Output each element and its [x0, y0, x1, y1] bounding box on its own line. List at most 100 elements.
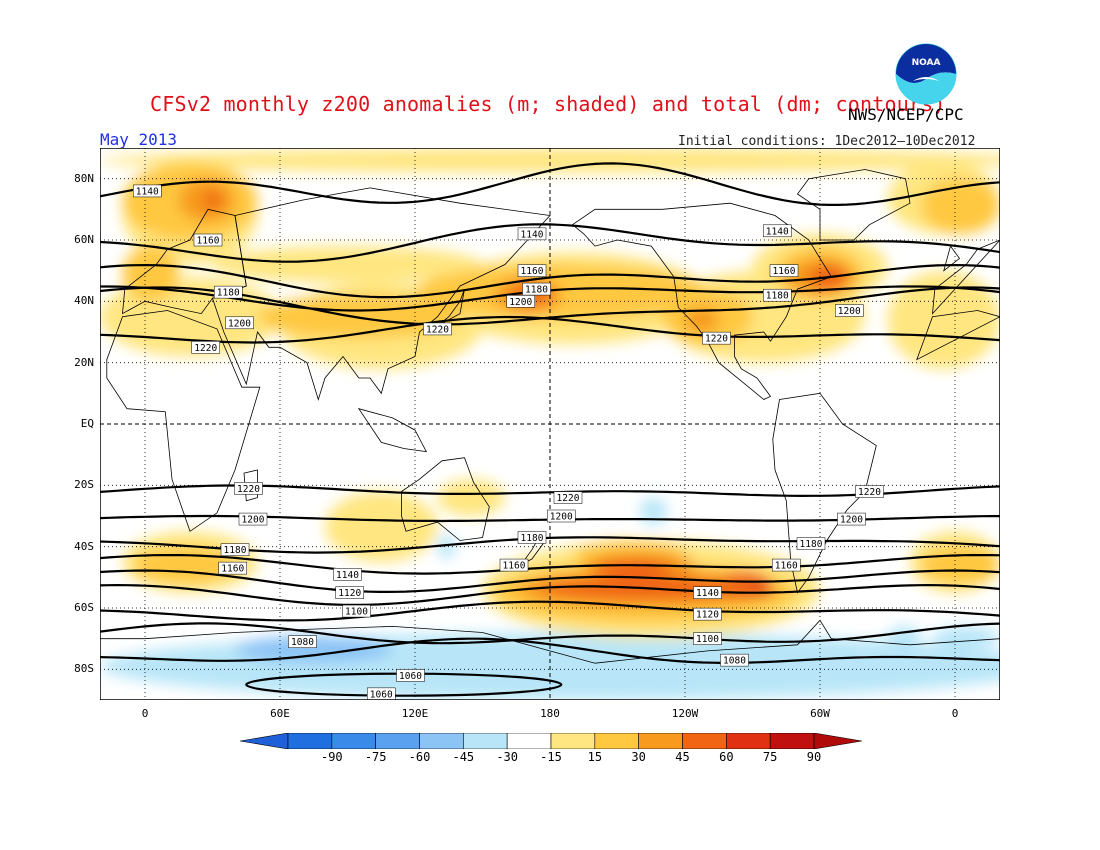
colorbar-level-label: 90: [806, 750, 822, 764]
contour-label: 1180: [796, 537, 826, 550]
contour-label: 1180: [517, 531, 547, 544]
colorbar-box: [638, 733, 683, 749]
contour-label: 1200: [547, 509, 576, 523]
contour-label-box: [693, 586, 722, 599]
contour-label-box: [517, 227, 547, 241]
coastline-africa: [106, 310, 261, 532]
anomaly-region: [595, 558, 674, 578]
contour-label-box: [220, 543, 250, 556]
contour-label-text: 1100: [696, 634, 719, 645]
contour-label-box: [225, 316, 254, 330]
contour-label-box: [396, 669, 425, 682]
contour-label: 1140: [133, 184, 162, 198]
coastline-africa-right: [916, 310, 1000, 361]
colorbar-box: [331, 733, 376, 749]
noaa-logo: NOAA: [895, 43, 957, 105]
contour-label-text: 1220: [237, 484, 260, 495]
contour-label-box: [517, 264, 547, 277]
contour-label-text: 1160: [503, 561, 526, 572]
contour-label: 1120: [693, 607, 722, 621]
height-contour: [100, 263, 1000, 299]
anomaly-region: [235, 635, 393, 664]
contour-label: 1180: [763, 288, 792, 302]
colorbar-low-end: [240, 733, 289, 749]
height-contour: [100, 536, 1000, 554]
latitude-label: 60S: [74, 601, 94, 614]
anomaly-region: [921, 546, 1000, 584]
contour-label: 1180: [522, 282, 551, 296]
latitude-label: 60N: [74, 233, 94, 246]
month-label: May 2013: [100, 130, 178, 149]
contour-label-text: 1180: [521, 533, 544, 544]
contour-label: 1140: [517, 227, 547, 241]
contour-label: 1220: [234, 482, 263, 495]
contour-label: 1140: [333, 568, 362, 581]
contour-label-box: [214, 285, 243, 299]
coastline-australia: [401, 457, 490, 541]
contour-label: 1180: [220, 543, 250, 556]
contour-label-box: [288, 635, 317, 648]
contour-label: 1100: [693, 632, 722, 645]
contour-label-text: 1200: [509, 297, 532, 308]
height-contour: [100, 622, 1000, 645]
colorbar: [240, 733, 862, 749]
contour-label-box: [218, 561, 247, 575]
contour-label-text: 1120: [338, 588, 361, 599]
coastline-greenland: [796, 169, 911, 241]
colorbar-box: [594, 733, 639, 749]
contour-label-box: [133, 184, 162, 198]
contour-label-box: [772, 558, 801, 572]
contour-label: 1220: [423, 322, 452, 335]
contour-label: 1200: [506, 295, 535, 308]
contour-label-box: [702, 331, 731, 345]
colorbar-level-label: -15: [540, 750, 562, 764]
initial-conditions-label: Initial conditions: 1Dec2012–10Dec2012: [678, 134, 976, 149]
height-contour: [100, 223, 1000, 263]
map-panel: 1140 1160 1180 1200 1220 1140 1160 1180 1200 1220…: [99, 147, 1001, 701]
contour-label: 1200: [835, 304, 864, 317]
colorbar-level-label: 30: [631, 750, 646, 764]
anomaly-region: [122, 246, 179, 302]
anomaly-region: [921, 178, 1000, 234]
contour-label-box: [763, 288, 792, 302]
contour-label-box: [234, 482, 263, 495]
contour-label: 1140: [693, 586, 722, 599]
anomaly-map: 1140116011801200122011401160118012001220…: [99, 147, 1001, 701]
contour-label: 1160: [193, 233, 223, 247]
longitude-label: 60W: [810, 707, 830, 720]
contour-label-text: 1080: [723, 656, 746, 667]
contour-label: 1200: [225, 316, 254, 330]
contour-label-text: 1220: [426, 324, 449, 335]
height-contour: [100, 583, 1000, 606]
contour-label-box: [796, 537, 826, 550]
contour-label-text: 1180: [217, 288, 240, 299]
contour-label-text: 1140: [696, 588, 719, 599]
latitude-label: 80N: [74, 171, 94, 185]
colorbar-level-label: -90: [320, 750, 343, 764]
colorbar-level-label: -30: [496, 750, 518, 764]
colorbar-level-label: -45: [452, 750, 475, 764]
contour-label-text: 1180: [525, 285, 548, 296]
contour-label-box: [333, 568, 362, 581]
contour-label-text: 1160: [521, 266, 544, 277]
contour-label: 1060: [396, 669, 425, 682]
contour-label-text: 1200: [550, 512, 573, 523]
contour-label-text: 1140: [136, 186, 159, 197]
colorbar-level-label: 45: [675, 750, 690, 764]
contour-label-text: 1200: [242, 515, 265, 526]
anomaly-region: [100, 148, 1000, 173]
height-contour: [100, 637, 1000, 664]
contour-label: 1220: [191, 341, 220, 354]
contour-label-text: 1160: [773, 266, 796, 277]
colorbar-box: [287, 733, 333, 749]
colorbar-box: [419, 733, 464, 749]
contour-label-text: 1080: [291, 637, 314, 648]
contour-label-box: [191, 341, 220, 354]
contour-label-text: 1100: [345, 607, 368, 618]
contour-label-text: 1160: [197, 236, 220, 247]
contour-label: 1200: [837, 512, 866, 526]
coastline-s-america: [772, 392, 877, 594]
contour-label-box: [342, 604, 371, 618]
longitude-label: 60E: [270, 707, 290, 720]
contour-label-text: 1180: [800, 539, 823, 550]
